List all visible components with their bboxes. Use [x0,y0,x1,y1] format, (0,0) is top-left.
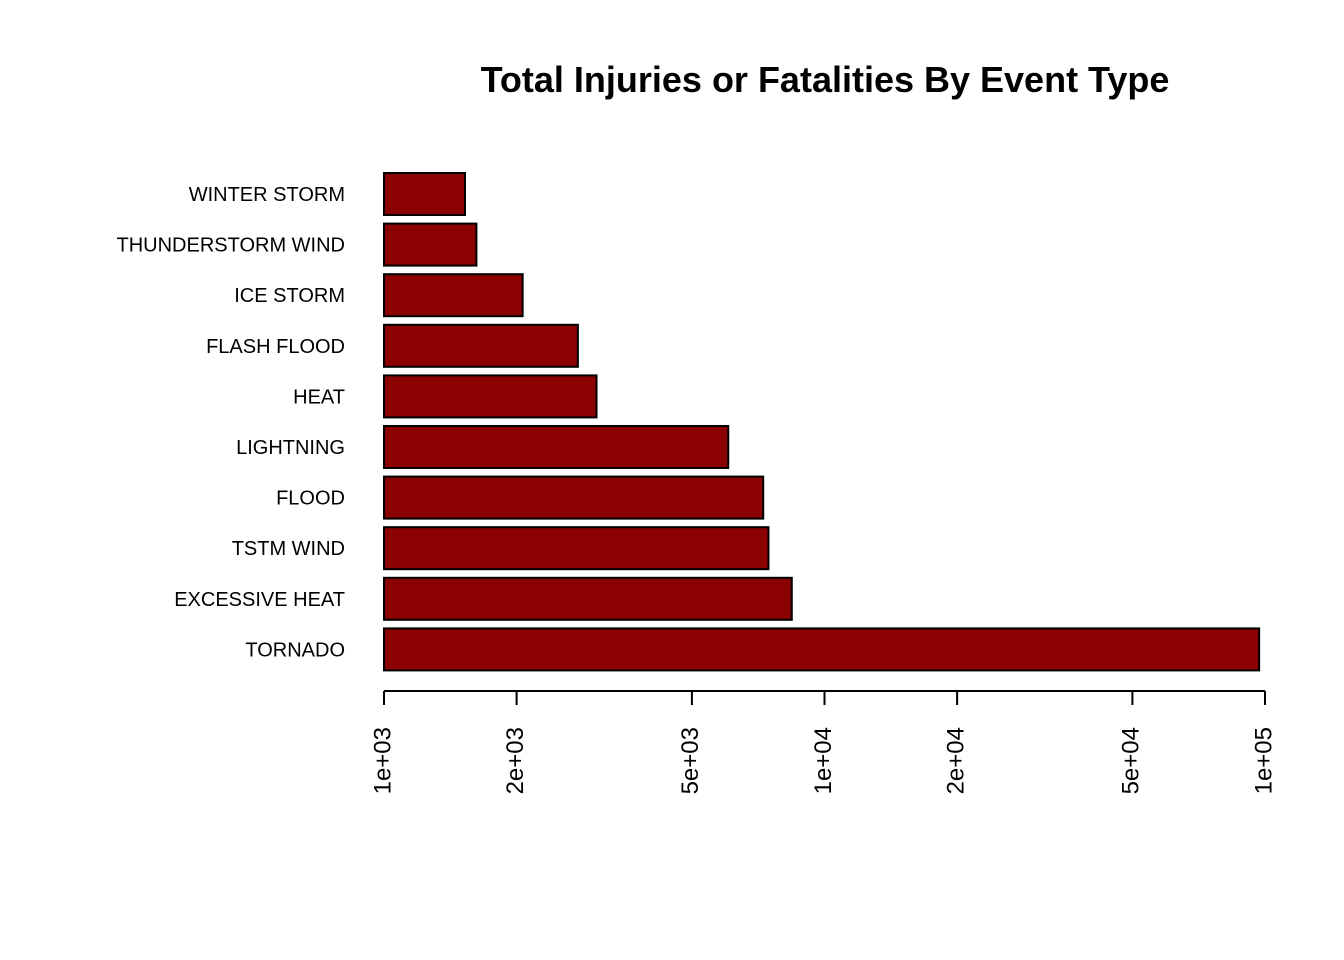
category-label-flood: FLOOD [276,488,345,510]
x-tick-label: 1e+03 [369,727,396,794]
bar-ice-storm [383,273,524,318]
category-label-winter-storm: WINTER STORM [189,184,345,206]
bars-group [383,172,1261,672]
bar-excessive-heat [383,576,793,621]
bar-winter-storm [383,172,466,216]
x-tick-label: 2e+03 [502,727,529,794]
category-label-excessive-heat: EXCESSIVE HEAT [174,589,345,611]
category-label-heat: HEAT [293,386,345,408]
category-label-tstm-wind: TSTM WIND [232,538,345,560]
chart-title: Total Injuries or Fatalities By Event Ty… [481,59,1170,100]
x-tick-label: 5e+03 [677,727,704,794]
category-label-lightning: LIGHTNING [236,437,345,459]
x-axis: 1e+03 2e+03 5e+03 1e+04 2e+04 5e+04 1e+05 [369,690,1277,794]
category-label-ice-storm: ICE STORM [234,285,345,307]
category-label-tornado: TORNADO [245,639,345,661]
x-tick-label: 1e+04 [810,727,837,794]
bar-lightning [383,425,730,469]
bar-heat [383,374,598,419]
bar-tornado [383,627,1261,672]
category-label-flash-flood: FLASH FLOOD [206,336,345,358]
x-tick-label: 5e+04 [1118,727,1145,794]
bar-flash-flood [383,323,579,368]
category-labels: WINTER STORM THUNDERSTORM WIND ICE STORM FL… [116,184,345,661]
bar-flood [383,475,765,520]
bar-tstm-wind [383,526,770,571]
x-tick-label: 2e+04 [942,727,969,794]
category-label-thunderstorm-wind: THUNDERSTORM WIND [116,235,345,257]
x-tick-label: 1e+05 [1250,727,1277,794]
bar-thunderstorm-wind [383,222,478,267]
